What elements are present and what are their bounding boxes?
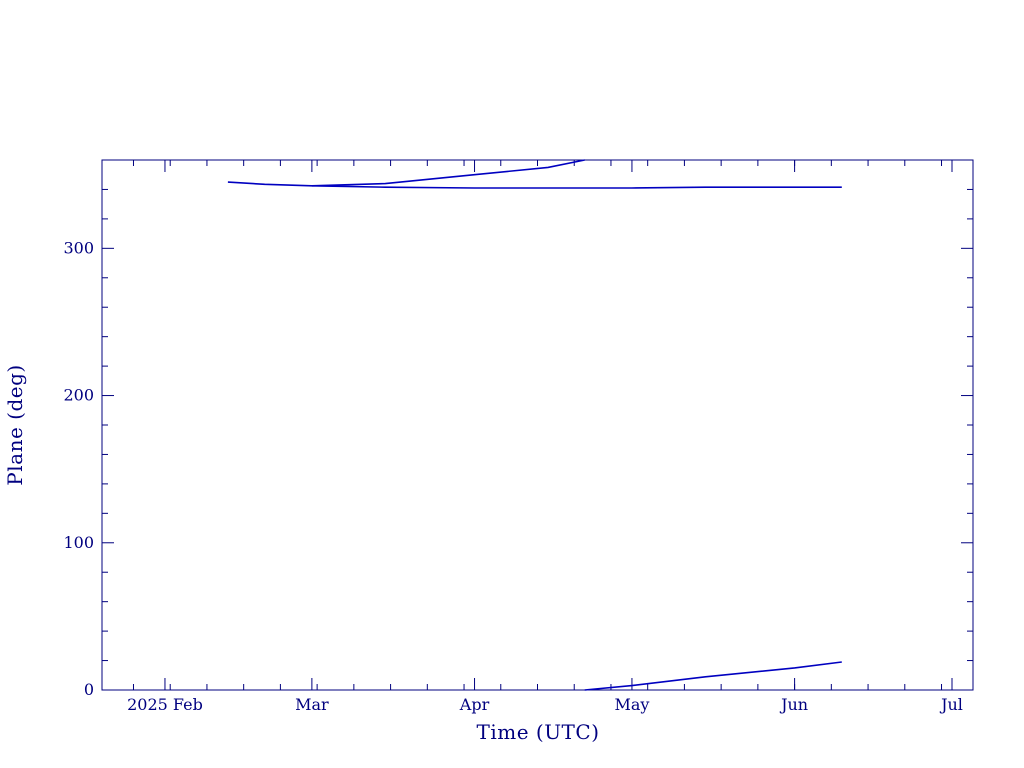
series-line-3	[584, 661, 842, 691]
tick-labels: 0 100 200 300 2025 Feb Mar Apr May Jun Jul	[63, 238, 962, 714]
series-line-1	[227, 181, 842, 189]
y-tick-label: 200	[63, 386, 94, 405]
y-tick-label: 300	[63, 238, 94, 257]
series-line-2	[311, 159, 585, 187]
series-group	[227, 159, 842, 691]
x-tick-label: May	[614, 695, 649, 714]
x-axis-label: Time (UTC)	[477, 720, 600, 744]
y-axis-label: Plane (deg)	[3, 364, 27, 485]
x-tick-label: Jul	[939, 695, 963, 714]
x-tick-label: Apr	[459, 695, 490, 714]
y-tick-label: 0	[84, 680, 94, 699]
x-tick-label: Mar	[295, 695, 329, 714]
plot-frame	[101, 159, 974, 691]
x-tick-label: 2025 Feb	[127, 695, 203, 714]
axis-ticks	[102, 159, 973, 691]
y-tick-label: 100	[63, 533, 94, 552]
x-tick-label: Jun	[779, 695, 808, 714]
